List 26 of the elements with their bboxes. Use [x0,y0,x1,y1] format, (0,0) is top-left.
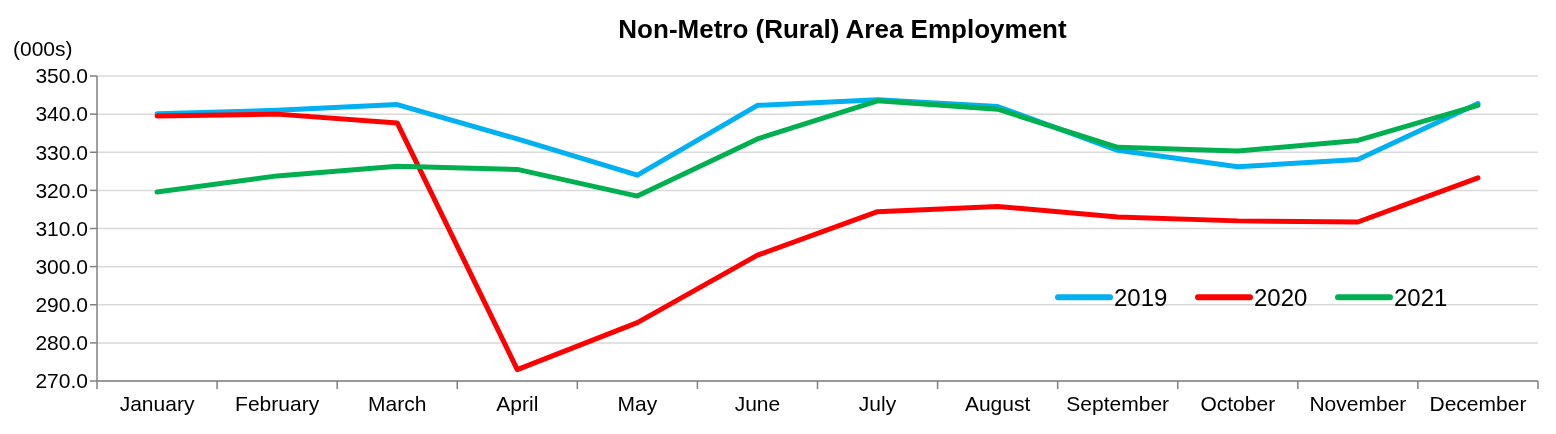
x-tick-label: September [1066,392,1170,415]
legend-label: 2019 [1114,283,1168,311]
y-tick-label: 300.0 [35,254,88,278]
x-tick-label: May [617,392,658,415]
x-tick-label: December [1429,392,1527,415]
legend-label: 2021 [1394,283,1448,311]
chart-title: Non-Metro (Rural) Area Employment [618,14,1067,44]
x-tick-label: February [235,392,320,415]
x-tick-label: March [368,392,427,415]
x-tick-label: November [1309,392,1407,415]
x-tick-label: October [1200,392,1276,415]
y-tick-label: 290.0 [35,293,88,317]
x-tick-label: April [496,392,539,415]
x-tick-label: January [119,392,195,415]
y-tick-label: 310.0 [35,216,88,240]
y-tick-label: 320.0 [35,178,88,202]
y-tick-label: 280.0 [35,331,88,355]
y-tick-label: 340.0 [35,102,88,126]
y-tick-label: 350.0 [35,64,88,88]
y-axis-title: (000s) [13,37,73,60]
legend-label: 2020 [1254,283,1308,311]
x-tick-label: July [858,392,897,415]
x-tick-label: June [734,392,781,415]
y-tick-label: 270.0 [35,369,88,393]
x-tick-label: August [964,392,1031,415]
y-tick-label: 330.0 [35,140,88,164]
